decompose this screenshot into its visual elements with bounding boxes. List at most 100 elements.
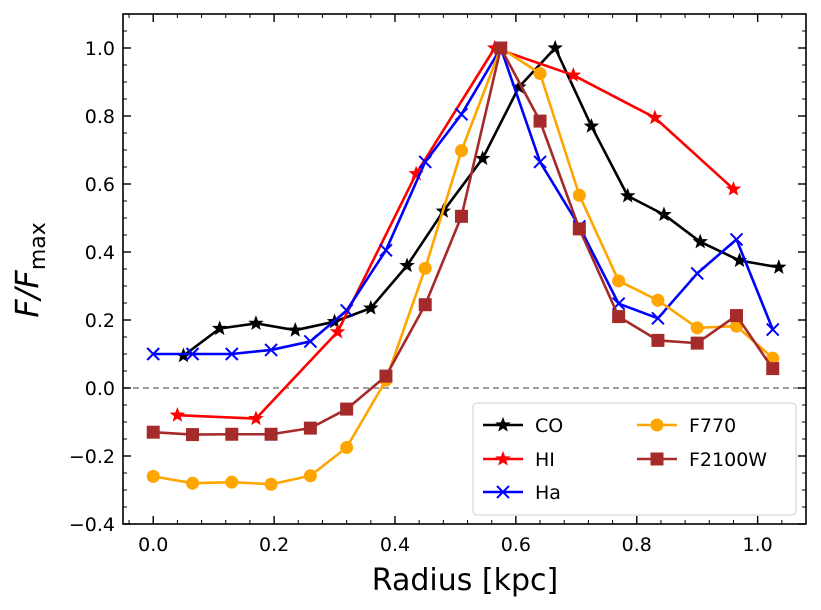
point-co (547, 39, 563, 55)
y-tick-label: 0.4 (85, 242, 115, 264)
point-ha (690, 266, 704, 281)
point-f2100w (264, 427, 278, 441)
point-f2100w (766, 362, 780, 376)
y-tick-label: 1.0 (85, 38, 115, 60)
legend-box (472, 402, 797, 516)
point-f770 (418, 261, 432, 275)
y-tick-label: 0.0 (85, 378, 115, 400)
x-tick-label: 0.0 (138, 534, 168, 556)
point-f770 (651, 293, 665, 307)
point-f770 (454, 144, 468, 158)
y-tick-label: 0.2 (85, 310, 115, 332)
x-tick-label: 0.4 (380, 534, 410, 556)
point-co (287, 322, 304, 337)
point-ha (146, 347, 160, 361)
point-co (692, 233, 708, 249)
axes-layer: 0.0 0.2 0.4 0.6 0.8 1.0 −0.4 −0.2 0.0 0.2 0.4 0.6 0.… (69, 13, 807, 556)
point-hi (329, 323, 346, 339)
point-f2100w (186, 428, 200, 442)
legend-label-co: CO (535, 415, 563, 437)
legend-label-f770: F770 (689, 415, 736, 437)
series-f770 (146, 41, 780, 491)
point-f2100w (651, 333, 665, 347)
y-tick-label: 0.6 (85, 174, 115, 196)
point-hi (725, 180, 742, 196)
point-f770 (146, 469, 160, 483)
point-f2100w (379, 369, 393, 383)
point-hi (169, 407, 186, 422)
point-ha (729, 232, 744, 247)
point-f770 (303, 469, 317, 483)
point-co (583, 118, 600, 133)
x-axis-title: Radius [kpc] (372, 563, 558, 598)
point-hi (647, 109, 663, 125)
point-f770 (533, 67, 547, 80)
point-ha (651, 311, 665, 326)
point-f770 (612, 274, 626, 288)
series-f2100w (146, 41, 780, 442)
legend-marker-co (495, 416, 511, 432)
point-hi (248, 410, 264, 426)
point-co (399, 257, 415, 273)
legend-item-hi: HI (483, 449, 555, 471)
point-f770 (572, 188, 586, 202)
point-ha (185, 347, 200, 361)
series-layer (146, 39, 787, 491)
point-co (656, 206, 672, 222)
point-co (619, 187, 636, 203)
point-f770 (186, 476, 200, 490)
point-f2100w (612, 310, 626, 324)
point-f770 (729, 319, 743, 333)
x-tick-label: 0.8 (622, 534, 652, 556)
legend-marker-f2100w (650, 452, 664, 466)
x-tick-label: 0.6 (501, 534, 531, 556)
y-axis-title-main: F/F (8, 270, 46, 318)
point-f770 (690, 321, 704, 335)
point-ha (418, 155, 432, 169)
legend-marker-f770 (650, 418, 664, 432)
point-f2100w (146, 425, 160, 439)
point-co (211, 320, 228, 336)
legend-item-ha: Ha (483, 482, 561, 504)
point-f2100w (533, 114, 547, 128)
point-ha (225, 347, 239, 361)
point-ha (454, 107, 469, 122)
point-f2100w (690, 336, 704, 350)
point-f2100w (454, 209, 468, 223)
series-line-hi (177, 46, 735, 420)
point-ha (264, 343, 278, 357)
legend-marker-hi (495, 450, 511, 466)
legend-item-f770: F770 (637, 415, 736, 437)
y-axis-title-subscript: max (26, 222, 51, 270)
y-tick-label: −0.4 (69, 514, 115, 536)
legend-label-ha: Ha (535, 482, 561, 504)
point-co (363, 299, 379, 315)
point-ha (303, 334, 318, 349)
point-f770 (766, 351, 780, 365)
point-f2100w (225, 427, 239, 441)
point-f2100w (494, 41, 508, 55)
legend-item-co: CO (483, 415, 563, 437)
point-f2100w (572, 222, 586, 236)
legend-label-hi: HI (535, 449, 555, 471)
y-tick-label: 0.8 (85, 106, 115, 128)
point-ha (339, 303, 354, 318)
point-ha (379, 243, 393, 258)
point-f770 (340, 441, 354, 454)
point-f2100w (418, 298, 432, 312)
legend-marker-ha (496, 485, 510, 499)
point-f2100w (729, 309, 743, 323)
x-tick-label: 0.2 (259, 534, 289, 556)
legend: CO HI Ha F770 F2100W (472, 402, 797, 516)
point-f2100w (340, 402, 354, 416)
point-f770 (225, 475, 239, 489)
series-hi (169, 39, 742, 426)
point-co (248, 315, 264, 330)
point-hi (565, 67, 582, 82)
point-co (771, 259, 787, 274)
legend-item-f2100w: F2100W (637, 449, 767, 471)
point-f770 (264, 477, 278, 491)
point-ha (766, 322, 780, 337)
y-axis-title: F/Fmax (8, 222, 51, 318)
